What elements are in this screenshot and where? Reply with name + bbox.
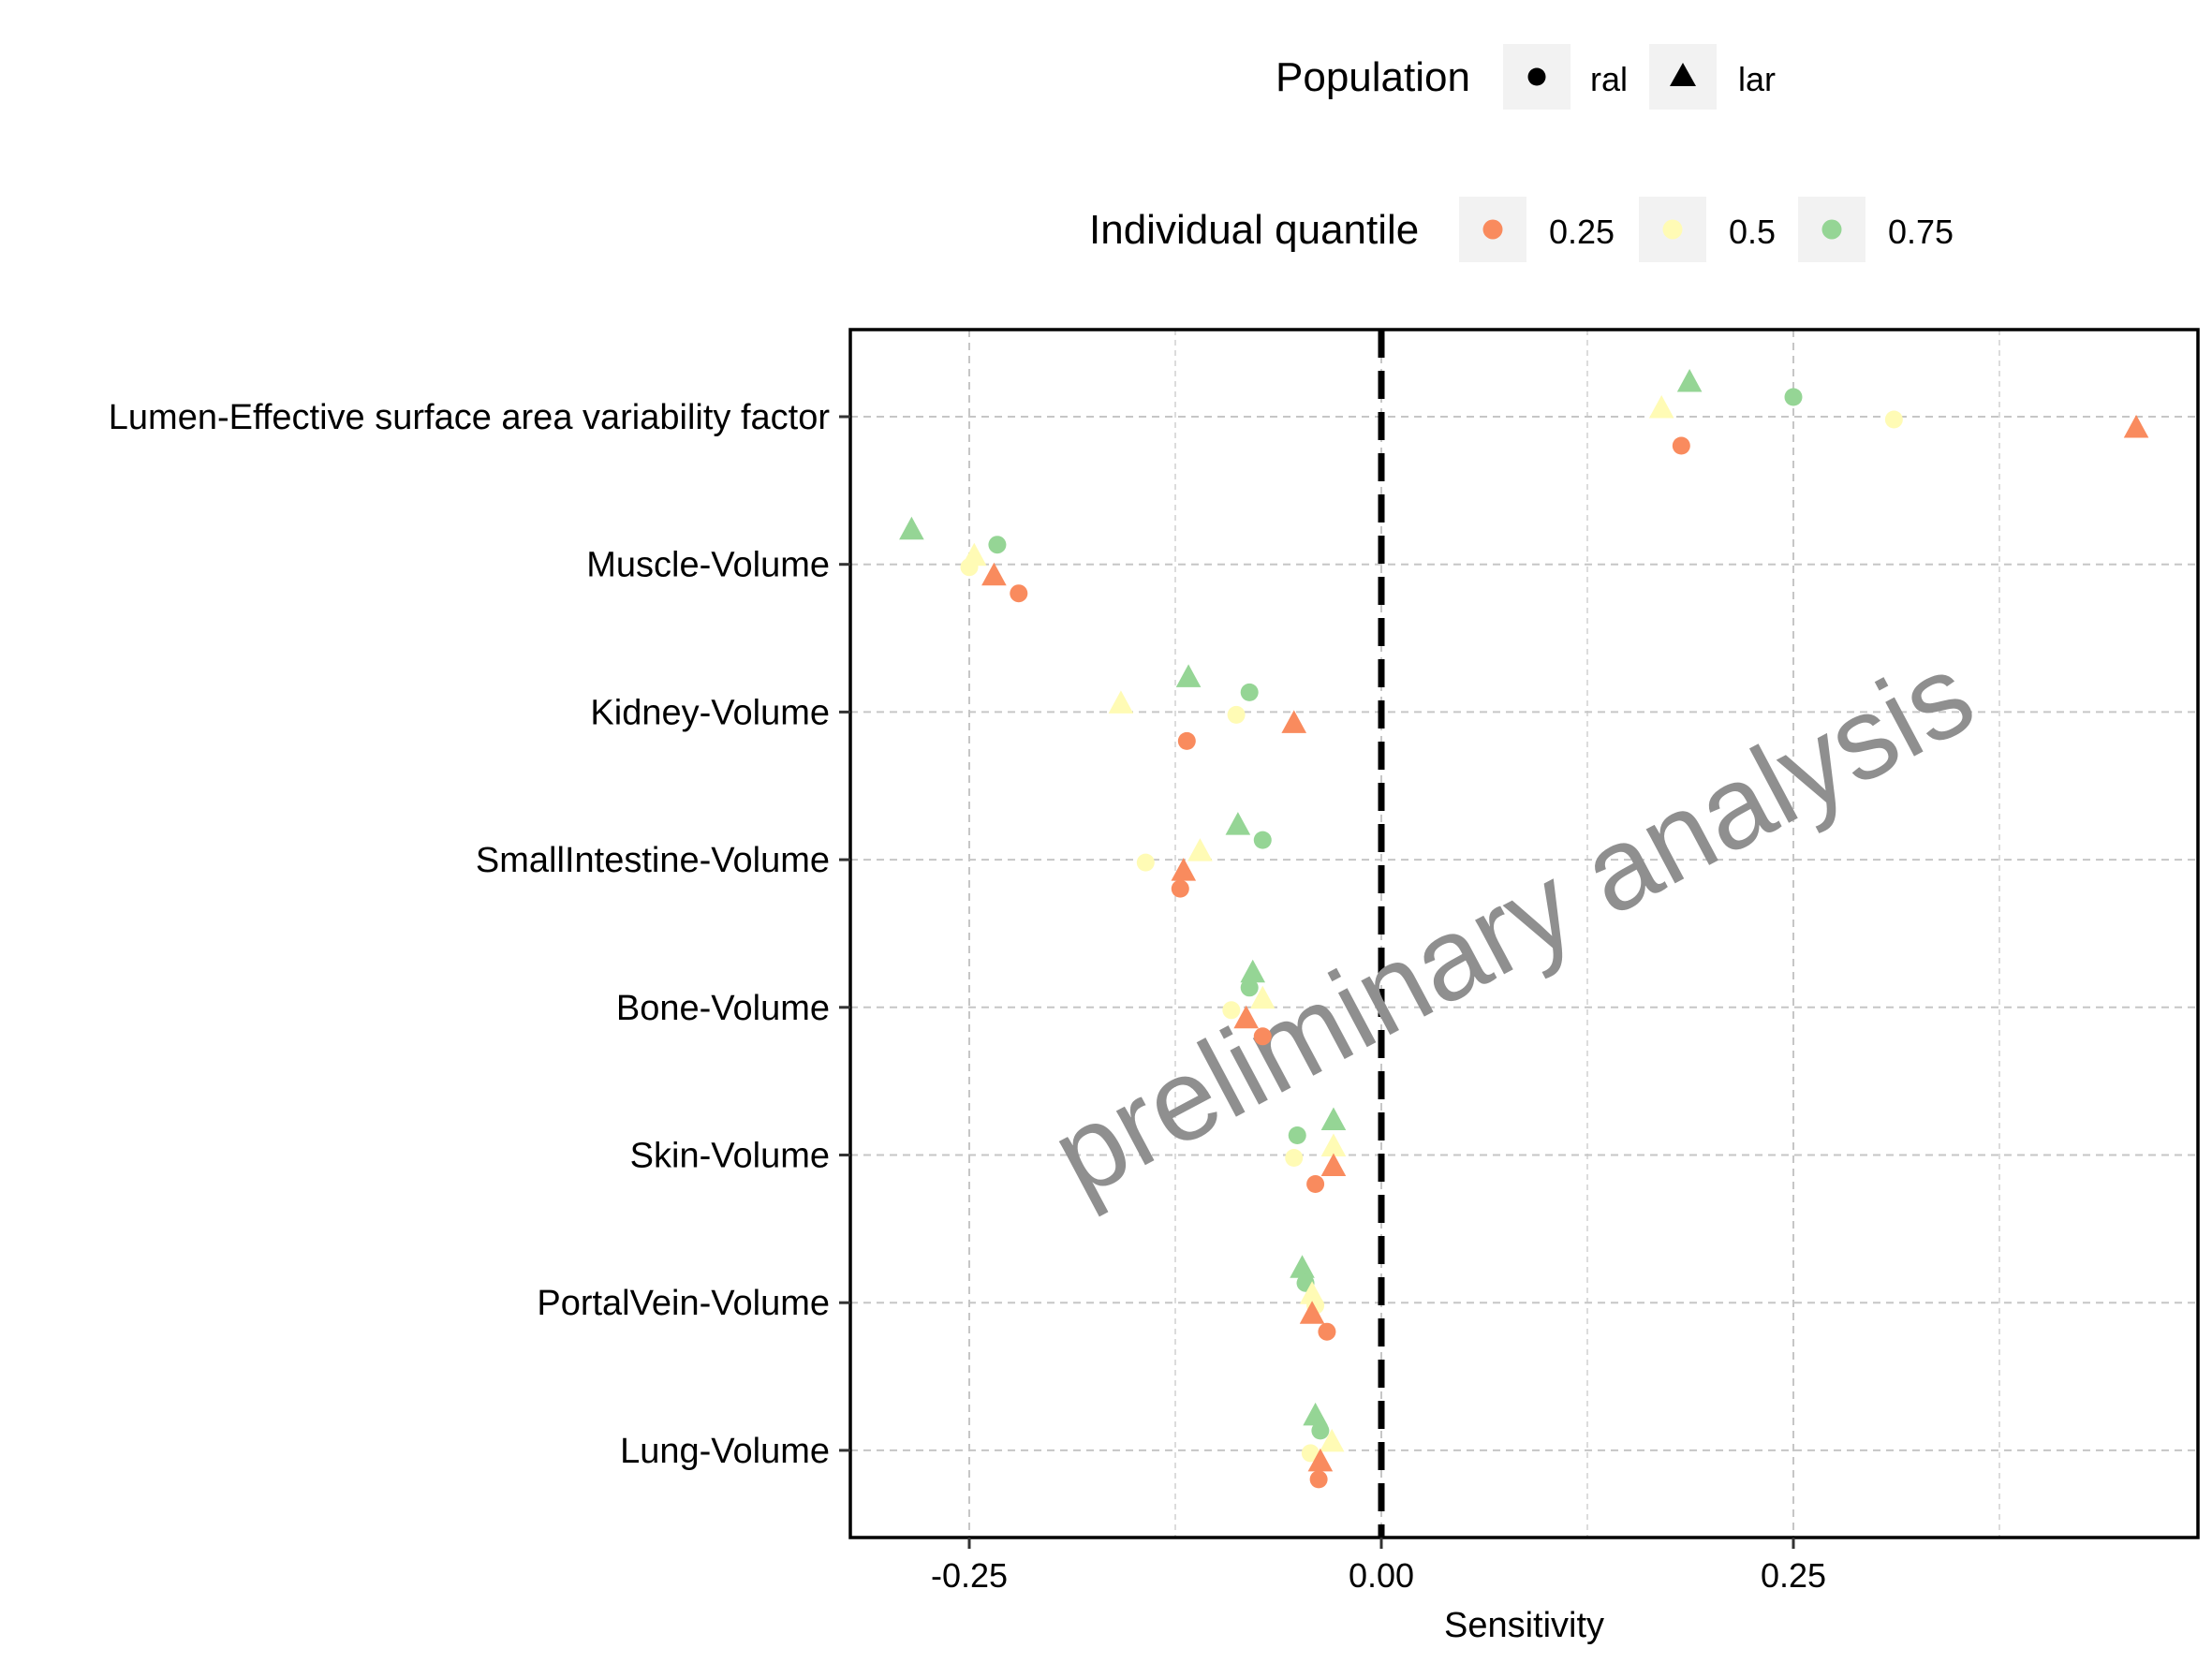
- data-point-ral: [1177, 731, 1196, 750]
- data-point-ral: [1784, 388, 1803, 406]
- watermark-text: preliminary analysis: [1032, 628, 1993, 1221]
- data-point-ral: [1136, 853, 1155, 872]
- data-point-lar: [1320, 1133, 1347, 1156]
- x-axis-title: Sensitivity: [1444, 1606, 1604, 1645]
- legend-population-label: ral: [1590, 60, 1628, 98]
- data-point-lar: [1320, 1107, 1347, 1130]
- data-point-lar: [1175, 664, 1202, 687]
- data-point-ral: [1306, 1175, 1325, 1193]
- legend-symbol-color: [1821, 219, 1842, 240]
- data-point-ral: [1311, 1421, 1330, 1440]
- y-tick-label: SmallIntestine-Volume: [476, 841, 830, 880]
- data-point-lar: [2123, 415, 2149, 438]
- y-tick-label: PortalVein-Volume: [537, 1284, 830, 1323]
- legend-symbol-color: [1662, 219, 1683, 240]
- data-point-ral: [1010, 584, 1028, 603]
- x-tick-label: 0.25: [1761, 1556, 1826, 1595]
- y-tick-label: Skin-Volume: [630, 1137, 830, 1176]
- panel-border: [848, 328, 2200, 1539]
- data-point-ral: [1884, 410, 1903, 429]
- data-point-lar: [1108, 690, 1134, 714]
- data-point-ral: [1240, 683, 1259, 701]
- data-point-lar: [1281, 710, 1307, 733]
- data-point-lar: [1290, 1255, 1315, 1278]
- legend-quantile-title: Individual quantile: [1089, 207, 1419, 253]
- data-point-ral: [1171, 879, 1189, 898]
- data-point-lar: [1676, 369, 1703, 392]
- data-point-ral: [1309, 1470, 1328, 1489]
- data-point-lar: [1171, 858, 1197, 881]
- legend-quantile-label: 0.25: [1549, 213, 1615, 251]
- data-point-lar: [1240, 959, 1266, 983]
- legend-quantile-label: 0.75: [1888, 213, 1954, 251]
- legend-population-title: Population: [1276, 54, 1470, 100]
- data-point-ral: [1253, 831, 1272, 849]
- data-point-ral: [1253, 1027, 1272, 1046]
- legend-quantile-label: 0.5: [1729, 213, 1776, 251]
- data-point-ral: [1318, 1322, 1336, 1341]
- data-point-lar: [1648, 395, 1674, 419]
- x-tick-label: 0.00: [1349, 1556, 1414, 1595]
- data-point-lar: [1225, 812, 1251, 835]
- data-point-ral: [1288, 1126, 1306, 1144]
- data-point-ral: [988, 536, 1007, 554]
- data-point-lar: [1233, 1005, 1259, 1029]
- data-point-ral: [1222, 1001, 1241, 1020]
- legend-symbol-triangle: [1670, 63, 1696, 86]
- data-point-lar: [1299, 1301, 1325, 1324]
- legend: Population ral lar Individual quantile 0.25 0…: [1089, 44, 1954, 262]
- y-tick-label: Muscle-Volume: [586, 546, 830, 585]
- data-point-ral: [1240, 979, 1259, 997]
- data-point-lar: [899, 516, 924, 540]
- data-point-ral: [1672, 436, 1690, 455]
- data-point-lar: [1319, 1428, 1345, 1452]
- x-tick-label: -0.25: [931, 1556, 1008, 1595]
- data-point-lar: [1320, 1153, 1347, 1176]
- legend-symbol-circle: [1527, 67, 1546, 86]
- legend-population-label: lar: [1738, 60, 1776, 98]
- data-point-lar: [1303, 1402, 1328, 1426]
- y-tick-label: Kidney-Volume: [590, 693, 830, 732]
- legend-symbol-color: [1482, 219, 1503, 240]
- data-point-ral: [960, 558, 979, 577]
- data-point-ral: [1301, 1444, 1320, 1463]
- y-tick-label: Lumen-Effective surface area variability…: [109, 398, 831, 437]
- data-point-ral: [1285, 1149, 1304, 1167]
- data-point-lar: [1307, 1448, 1334, 1472]
- y-tick-label: Bone-Volume: [616, 989, 830, 1028]
- data-point-lar: [1187, 838, 1213, 861]
- y-tick-label: Lung-Volume: [620, 1432, 830, 1471]
- data-point-ral: [1227, 705, 1246, 724]
- data-point-lar: [981, 562, 1007, 586]
- data-point-lar: [1249, 985, 1276, 1009]
- plot-area: preliminary analysis Lumen-Effective surf…: [109, 328, 2200, 1645]
